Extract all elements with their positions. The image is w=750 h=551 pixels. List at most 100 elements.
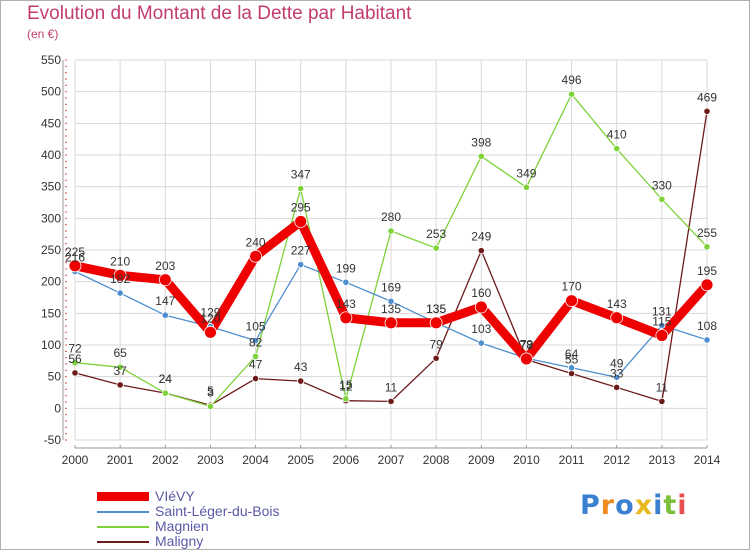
data-point (342, 395, 350, 403)
x-tick-label: 2006 (333, 453, 360, 467)
data-label: 108 (697, 319, 717, 333)
data-point (342, 278, 350, 286)
data-label: 43 (294, 360, 308, 374)
x-tick-label: 2010 (513, 453, 540, 467)
data-point (384, 316, 398, 330)
data-label: 496 (562, 73, 582, 87)
data-label: 195 (697, 264, 717, 278)
proxiti-logo: Proxiti (580, 490, 688, 521)
data-point (116, 381, 124, 389)
data-point (567, 364, 576, 372)
data-label: 77 (520, 339, 534, 353)
data-label: 24 (159, 372, 173, 386)
data-label: 49 (610, 356, 624, 370)
y-tick-label: 400 (41, 148, 61, 162)
data-label: 249 (471, 230, 491, 244)
logo-letter: i (677, 490, 688, 521)
data-label: 199 (336, 261, 356, 275)
legend-swatch (97, 526, 149, 528)
data-label: 143 (607, 297, 627, 311)
x-tick-label: 2000 (62, 453, 89, 467)
data-label: 115 (652, 315, 671, 329)
data-label: 12 (339, 380, 353, 394)
data-point (658, 321, 666, 329)
x-tick-label: 2001 (107, 453, 134, 467)
legend-label: VIéVY (155, 488, 195, 504)
data-point (387, 397, 395, 405)
data-point (251, 336, 260, 345)
data-point (703, 336, 711, 344)
data-point (522, 183, 531, 191)
x-tick-label: 2009 (468, 453, 495, 467)
data-label: 11 (656, 380, 669, 394)
data-point (204, 325, 217, 339)
data-label: 253 (426, 227, 446, 241)
y-tick-label: 250 (41, 243, 61, 257)
y-tick-label: 100 (41, 338, 61, 352)
data-point (297, 260, 305, 269)
data-point (567, 90, 576, 98)
data-point (658, 195, 666, 203)
data-label: 120 (200, 311, 220, 325)
data-label: 105 (246, 320, 266, 334)
data-label: 65 (113, 346, 127, 360)
x-tick-label: 2004 (242, 453, 269, 467)
data-label: 469 (697, 90, 717, 104)
chart-unit-label: (en €) (27, 27, 59, 41)
data-point (700, 278, 714, 292)
data-label: 170 (562, 280, 582, 294)
data-point (477, 152, 485, 160)
data-label: 330 (652, 178, 672, 192)
data-point (158, 273, 172, 287)
y-tick-label: 50 (48, 370, 62, 384)
data-label: 347 (291, 168, 311, 182)
x-tick-label: 2007 (378, 453, 405, 467)
data-label: 160 (471, 286, 491, 300)
line-chart: -50 0 50 100 150 200 250 300 350 400 450 500 550 2000… (41, 53, 721, 467)
data-point (474, 300, 488, 314)
data-label: 5 (207, 384, 214, 398)
legend-label: Saint-Léger-du-Bois (155, 503, 280, 519)
y-tick-label: -50 (44, 433, 62, 447)
data-point (161, 311, 169, 319)
data-point (297, 377, 305, 385)
y-tick-label: 150 (41, 306, 61, 320)
data-label: 143 (336, 297, 356, 311)
data-point (387, 227, 395, 235)
data-point (206, 402, 215, 411)
y-tick-label: 300 (41, 211, 61, 225)
data-point (658, 397, 666, 405)
logo-letter: i (653, 490, 664, 521)
data-label: 33 (610, 366, 624, 380)
logo-letter: P (580, 490, 601, 521)
data-point (387, 297, 395, 305)
x-tick-label: 2012 (603, 453, 630, 467)
y-tick-label: 350 (41, 180, 61, 194)
x-tick-label: 2003 (197, 453, 224, 467)
data-point (610, 311, 624, 325)
y-tick-label: 200 (41, 275, 61, 289)
x-tick-label: 2014 (694, 453, 721, 467)
data-point (703, 107, 711, 115)
y-tick-label: 0 (54, 401, 61, 415)
data-label: 203 (155, 259, 175, 273)
data-point (249, 249, 262, 263)
data-label: 129 (200, 306, 220, 320)
data-label: 64 (565, 347, 579, 361)
data-label: 56 (68, 352, 82, 366)
data-point (703, 243, 711, 251)
data-label: 78 (520, 338, 534, 352)
x-tick-label: 2011 (559, 453, 585, 467)
data-label: 169 (381, 280, 401, 294)
data-point (655, 329, 669, 342)
legend-swatch (97, 492, 149, 501)
data-point (477, 247, 485, 255)
data-label: 82 (249, 335, 263, 349)
data-label: 398 (471, 135, 491, 149)
logo-letter: t (663, 490, 678, 521)
logo-letter: o (615, 490, 635, 521)
data-label: 349 (516, 166, 536, 180)
legend-swatch (97, 511, 149, 513)
data-point (432, 244, 440, 252)
data-label: 103 (471, 322, 491, 336)
